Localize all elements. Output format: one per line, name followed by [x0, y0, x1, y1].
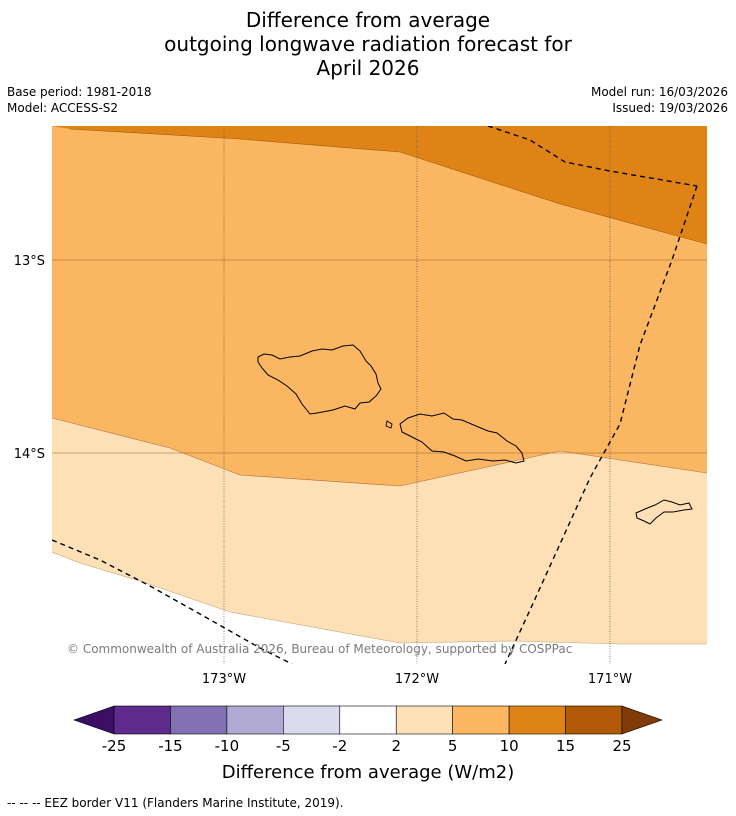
lon-label-171w: 171°W [588, 672, 632, 687]
island-upolu [399, 412, 525, 464]
island-manono [385, 420, 393, 429]
colorbar-tick-label: 2 [391, 737, 401, 755]
colorbar-tick-label: 25 [612, 737, 631, 755]
colorbar-tick-label: -5 [276, 737, 291, 755]
model-run: Model run: 16/03/2026 [590, 85, 728, 99]
contour-5 [52, 417, 707, 487]
eez-border-east [504, 185, 698, 664]
title-line-3: April 2026 [316, 56, 420, 80]
region-10-to-15 [52, 126, 707, 244]
island-tutuila [635, 499, 693, 525]
colorbar-segment [339, 705, 397, 735]
lat-label-14s: 14°S [14, 447, 45, 462]
colorbar-tick-label: 15 [556, 737, 575, 755]
lon-label-172w: 172°W [395, 672, 439, 687]
colorbar-label: Difference from average (W/m2) [221, 762, 515, 783]
meta-right: Model run: 16/03/2026 Issued: 19/03/2026 [591, 84, 728, 116]
island-savaii [257, 344, 382, 415]
gridlines-lat [52, 259, 707, 454]
model-name: Model: ACCESS-S2 [7, 101, 119, 115]
colorbar-segment [283, 705, 341, 735]
region-5-to-10 [52, 126, 707, 486]
colorbar-tick-label: -15 [158, 737, 183, 755]
colorbar-segment [170, 705, 228, 735]
contour-10 [69, 128, 707, 245]
colorbar-tick-label: -2 [332, 737, 347, 755]
colorbar-extend-high [621, 705, 663, 735]
base-period: Base period: 1981-2018 [7, 85, 152, 99]
chart-title: Difference from average outgoing longwav… [0, 8, 736, 80]
lon-label-173w: 173°W [202, 672, 246, 687]
colorbar: -25 -15 -10 -5 -2 2 5 10 15 25 [73, 705, 663, 755]
colorbar-segment [565, 705, 623, 735]
meta-left: Base period: 1981-2018 Model: ACCESS-S2 [7, 84, 152, 116]
colorbar-tick-label: 10 [500, 737, 519, 755]
map-area: © Commonwealth of Australia 2026, Bureau… [52, 126, 707, 664]
copyright-text: © Commonwealth of Australia 2026, Bureau… [67, 642, 572, 656]
colorbar-segment [395, 705, 453, 735]
colorbar-tick-label: -10 [215, 737, 240, 755]
title-line-1: Difference from average [245, 8, 491, 32]
title-line-2: outgoing longwave radiation forecast for [164, 32, 572, 56]
lat-label-13s: 13°S [14, 254, 45, 269]
colorbar-tick-label: 5 [448, 737, 458, 755]
colorbar-tick-label: -25 [102, 737, 127, 755]
colorbar-extend-low [73, 705, 115, 735]
eez-border-north [487, 126, 698, 187]
colorbar-segment [113, 705, 171, 735]
issued-date: Issued: 19/03/2026 [612, 101, 728, 115]
colorbar-segment [508, 705, 566, 735]
eez-legend-note: -- -- -- EEZ border V11 (Flanders Marine… [7, 796, 344, 810]
contour-2 [52, 551, 707, 645]
colorbar-segment [452, 705, 510, 735]
gridlines-lon [223, 126, 611, 664]
eez-border-southwest [52, 539, 293, 664]
colorbar-segment [226, 705, 284, 735]
